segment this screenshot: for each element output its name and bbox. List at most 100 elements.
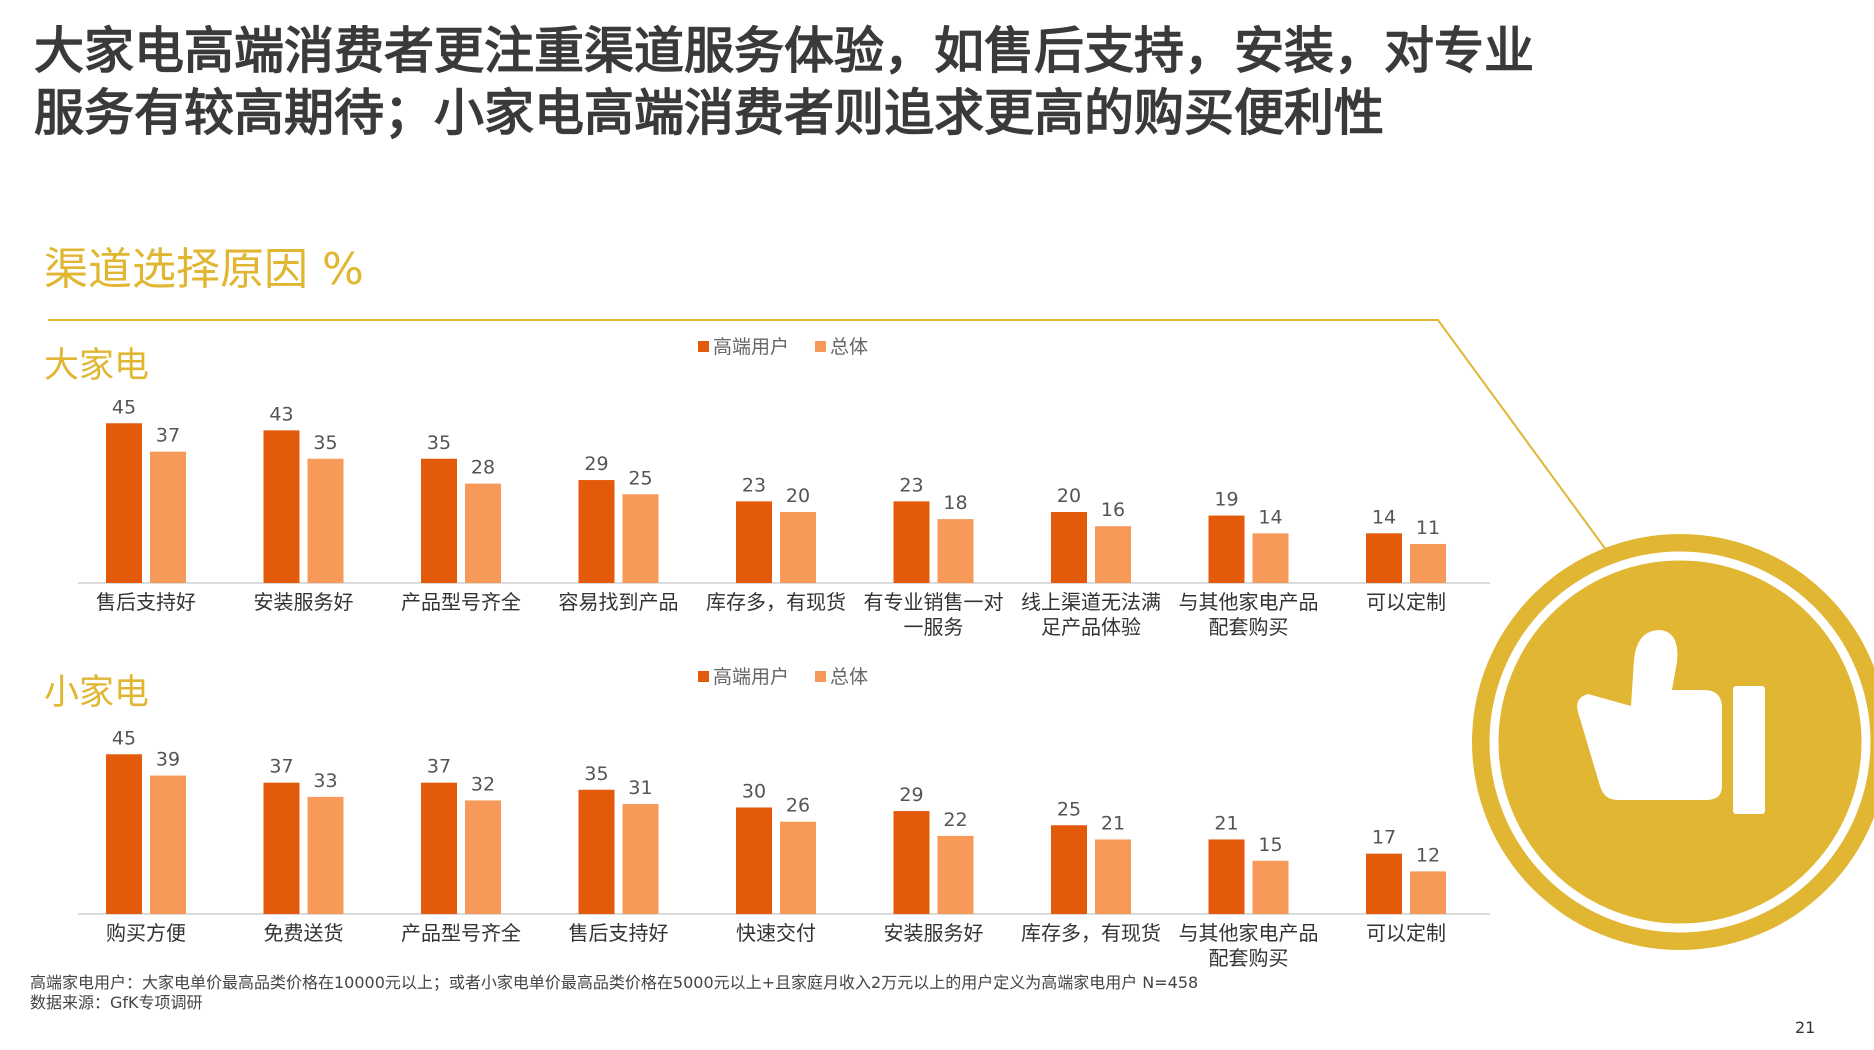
- data-label: 43: [269, 403, 293, 425]
- bar-high-end: [736, 807, 772, 914]
- bar-high-end: [106, 754, 142, 914]
- bar-high-end: [1366, 533, 1402, 583]
- section-divider-line: [48, 319, 1613, 559]
- category-label: 与其他家电产品: [1179, 921, 1319, 945]
- data-label: 35: [427, 432, 451, 454]
- bar-high-end: [893, 811, 930, 914]
- category-label: 安装服务好: [884, 921, 984, 945]
- data-label: 22: [943, 809, 967, 831]
- bar-overall: [1410, 871, 1446, 914]
- category-label: 线上渠道无法满: [1021, 590, 1161, 614]
- bar-high-end: [893, 501, 930, 583]
- bar-high-end: [1366, 853, 1402, 914]
- category-label: 购买方便: [106, 921, 186, 945]
- data-label: 19: [1214, 489, 1238, 511]
- data-label: 23: [742, 474, 766, 496]
- category-label: 产品型号齐全: [401, 921, 521, 945]
- bar-high-end: [106, 423, 142, 583]
- thumbs-up-icon: [1472, 534, 1874, 950]
- category-label: 安装服务好: [254, 590, 354, 614]
- chart-large-appliance: 高端用户 总体 45 37 售后支持好 43 35 安装服务好 35 28 产品型号齐全 29 25 容易…: [78, 336, 1490, 639]
- data-label: 21: [1101, 812, 1125, 834]
- bar-overall: [937, 519, 974, 583]
- data-label: 16: [1101, 499, 1125, 521]
- data-label: 30: [742, 781, 766, 803]
- section-title: 渠道选择原因 %: [44, 244, 364, 295]
- data-label: 32: [471, 773, 495, 795]
- bar-overall: [150, 775, 186, 914]
- data-label: 33: [313, 770, 337, 792]
- bar-overall: [307, 796, 344, 914]
- legend-label-0: 高端用户: [713, 666, 789, 688]
- category-label: 有专业销售一对: [864, 590, 1004, 614]
- legend-label-1: 总体: [830, 666, 868, 688]
- bar-overall: [622, 494, 659, 583]
- bar-high-end: [421, 458, 457, 583]
- data-label: 45: [112, 396, 136, 418]
- legend-swatch-1: [815, 671, 826, 682]
- category-label: 可以定制: [1366, 921, 1446, 945]
- data-label: 21: [1214, 812, 1238, 834]
- data-label: 23: [899, 474, 923, 496]
- data-label: 14: [1372, 506, 1396, 528]
- data-label: 17: [1372, 827, 1396, 849]
- category-label: 可以定制: [1366, 590, 1446, 614]
- chart-small-appliance: 高端用户 总体 45 39 购买方便 37 33 免费送货 37 32 产品型号齐全 35 31 售后支持…: [78, 666, 1490, 970]
- data-label: 12: [1416, 844, 1440, 866]
- data-label: 29: [899, 784, 923, 806]
- data-label: 18: [943, 492, 967, 514]
- bar-overall: [780, 821, 816, 914]
- bar-overall: [1095, 839, 1131, 914]
- category-label: 售后支持好: [569, 921, 669, 945]
- category-label: 免费送货: [264, 921, 344, 945]
- data-label: 11: [1416, 517, 1440, 539]
- data-label: 45: [112, 727, 136, 749]
- data-label: 25: [1057, 798, 1081, 820]
- bar-high-end: [1208, 515, 1245, 583]
- data-label: 37: [156, 425, 180, 447]
- data-label: 20: [786, 485, 810, 507]
- category-label: 一服务: [904, 615, 964, 639]
- data-label: 35: [584, 763, 608, 785]
- data-label: 37: [427, 756, 451, 778]
- data-label: 37: [269, 756, 293, 778]
- category-label: 配套购买: [1209, 946, 1289, 970]
- category-label: 配套购买: [1209, 615, 1289, 639]
- page-number: 21: [1795, 1018, 1816, 1037]
- footnote-source: 数据来源：GfK专项调研: [30, 993, 203, 1012]
- data-label: 25: [628, 467, 652, 489]
- chart-title-small-appliance: 小家电: [44, 673, 150, 713]
- category-label: 与其他家电产品: [1179, 590, 1319, 614]
- data-label: 31: [628, 777, 652, 799]
- category-label: 产品型号齐全: [401, 590, 521, 614]
- bar-overall: [1252, 860, 1289, 914]
- bar-overall: [1252, 533, 1289, 583]
- legend-label-1: 总体: [830, 336, 868, 358]
- legend-label-0: 高端用户: [713, 336, 789, 358]
- data-label: 20: [1057, 485, 1081, 507]
- bar-overall: [1095, 526, 1131, 583]
- category-label: 售后支持好: [96, 590, 196, 614]
- bar-overall: [780, 512, 816, 583]
- category-label: 库存多，有现货: [1021, 921, 1161, 945]
- bar-overall: [465, 483, 501, 583]
- category-label: 容易找到产品: [559, 590, 679, 614]
- data-label: 29: [584, 453, 608, 475]
- bar-high-end: [1051, 512, 1087, 583]
- bar-overall: [307, 458, 344, 583]
- data-label: 39: [156, 749, 180, 771]
- footnote-definition: 高端家电用户：大家电单价最高品类价格在10000元以上；或者小家电单价最高品类价…: [30, 973, 1199, 992]
- bar-high-end: [578, 789, 615, 914]
- bar-overall: [937, 835, 974, 914]
- data-label: 15: [1258, 834, 1282, 856]
- data-label: 14: [1258, 506, 1282, 528]
- legend-swatch-0: [698, 341, 709, 352]
- data-label: 26: [786, 795, 810, 817]
- page-title: 大家电高端消费者更注重渠道服务体验，如售后支持，安装，对专业服务有较高期待；小家…: [34, 22, 1534, 142]
- bar-overall: [465, 800, 501, 914]
- bar-high-end: [578, 480, 615, 583]
- bar-high-end: [263, 782, 300, 914]
- bar-high-end: [421, 782, 457, 914]
- bar-high-end: [263, 430, 300, 583]
- bar-overall: [1410, 543, 1446, 583]
